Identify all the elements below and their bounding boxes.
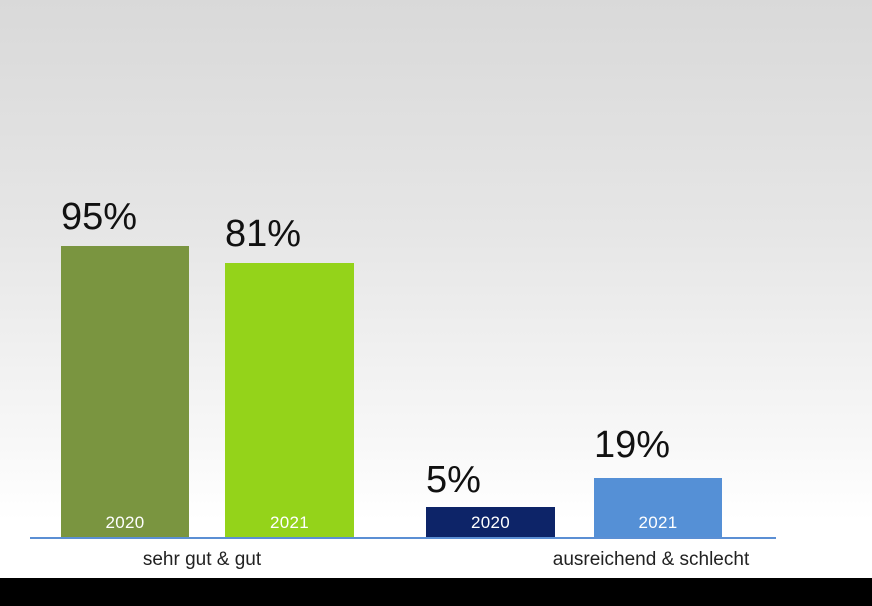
x-axis-line [30, 537, 776, 539]
category-label-poor: ausreichend & schlecht [552, 549, 750, 570]
bar-year-label: 2020 [470, 513, 511, 532]
value-label-poor-2021: 19% [594, 424, 671, 466]
chart-plot-area: 95% 2020 81% 2021 5% 2020 19% 2021 sehr … [0, 0, 872, 578]
value-label-good-2021: 81% [225, 213, 302, 255]
category-label-good: sehr gut & gut [142, 549, 262, 570]
value-label-good-2020: 95% [61, 196, 138, 238]
value-label-poor-2020: 5% [426, 459, 481, 501]
bar-year-label: 2020 [105, 513, 145, 532]
bottom-black-band [0, 578, 872, 606]
bar-poor-2020: 2020 [426, 507, 555, 537]
bar-good-2021: 2021 [225, 263, 354, 537]
bar-poor-2021: 2021 [594, 478, 722, 537]
bar-year-label: 2021 [269, 513, 310, 532]
bar-year-label: 2021 [638, 513, 678, 532]
bar-good-2020: 2020 [61, 246, 189, 537]
